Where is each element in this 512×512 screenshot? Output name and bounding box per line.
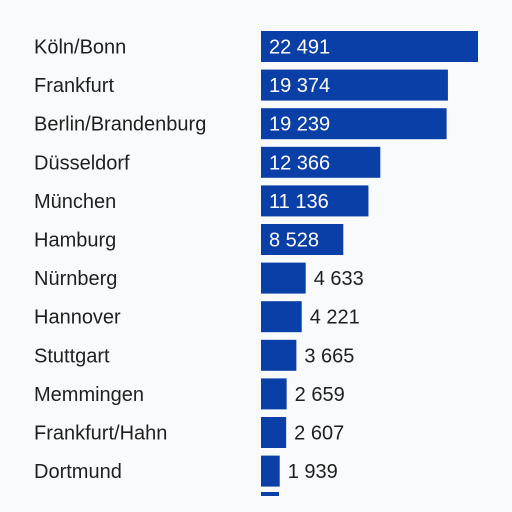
- bar-row: Berlin/Brandenburg 19 239: [34, 108, 447, 140]
- value-label: 22 491: [269, 37, 330, 59]
- value-label: 12 366: [269, 152, 330, 174]
- bar: [261, 339, 297, 371]
- bar: [261, 31, 478, 62]
- value-label: 4 633: [314, 268, 364, 290]
- category-label: Frankfurt: [34, 75, 114, 97]
- category-label: Stuttgart: [34, 345, 110, 367]
- bar: [261, 224, 344, 255]
- value-label: 11 136: [269, 191, 329, 213]
- value-label: 19 239: [269, 114, 330, 136]
- category-label: Hamburg: [34, 230, 116, 252]
- value-label: 19 374: [269, 75, 330, 97]
- category-label: Hannover: [34, 307, 121, 329]
- category-label: Berlin/Brandenburg: [34, 114, 206, 136]
- bar-row: Frankfurt/Hahn 2 607: [34, 417, 344, 448]
- category-label: Dortmund: [34, 461, 122, 483]
- bar-rows: Köln/Bonn 22 491 Frankfurt 19 374 Berlin/Bra…: [34, 31, 478, 487]
- bar-row: Memmingen 2 659: [34, 378, 345, 410]
- value-label: 4 221: [310, 307, 360, 329]
- bar: [261, 185, 369, 217]
- category-label: Köln/Bonn: [34, 37, 126, 59]
- value-label: 1 939: [288, 461, 338, 483]
- value-label: 3 665: [304, 345, 354, 367]
- category-label: Nürnberg: [34, 268, 117, 290]
- bar-row: Düsseldorf 12 366: [34, 146, 381, 178]
- value-label: 8 528: [269, 230, 319, 252]
- bar: [261, 146, 381, 178]
- category-label: Memmingen: [34, 384, 144, 406]
- category-label: München: [34, 191, 116, 213]
- bar: [261, 108, 447, 140]
- bar-row: Stuttgart 3 665: [34, 339, 354, 371]
- cut-off-bar: [261, 492, 279, 496]
- bar: [261, 262, 306, 294]
- value-label: 2 659: [295, 384, 345, 406]
- bar-row: Hamburg 8 528: [34, 224, 344, 255]
- bar-row: Köln/Bonn 22 491: [34, 31, 478, 62]
- bar: [261, 301, 302, 333]
- category-label: Düsseldorf: [34, 152, 130, 174]
- bar-row: München 11 136: [34, 185, 369, 217]
- bar-row: Dortmund 1 939: [34, 455, 338, 487]
- bar: [261, 378, 287, 410]
- bar: [261, 69, 448, 101]
- category-label: Frankfurt/Hahn: [34, 423, 167, 445]
- bar: [261, 417, 287, 448]
- bar-row: Hannover 4 221: [34, 301, 360, 333]
- bar-row: Frankfurt 19 374: [34, 69, 448, 101]
- value-label: 2 607: [294, 423, 344, 445]
- bar: [261, 455, 280, 487]
- bar-row: Nürnberg 4 633: [34, 262, 364, 294]
